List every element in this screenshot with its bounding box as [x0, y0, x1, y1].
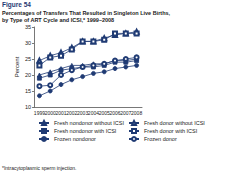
svg-text:1999: 1999 [34, 110, 45, 116]
svg-text:2004: 2004 [88, 110, 99, 116]
svg-text:Percentages of Transfers That: Percentages of Transfers That Resulted i… [2, 10, 171, 16]
svg-text:Fresh nondonor without ICSI: Fresh nondonor without ICSI [54, 120, 124, 126]
svg-text:2007: 2007 [120, 110, 131, 116]
svg-text:20: 20 [25, 72, 31, 78]
svg-text:2003: 2003 [77, 110, 88, 116]
svg-text:Frozen donor: Frozen donor [144, 136, 177, 142]
svg-text:2006: 2006 [109, 110, 120, 116]
svg-text:15: 15 [25, 88, 31, 94]
svg-text:2008: 2008 [131, 110, 142, 116]
svg-text:Fresh nondonor with ICSI: Fresh nondonor with ICSI [54, 128, 117, 134]
svg-text:35: 35 [25, 24, 31, 30]
svg-text:10: 10 [25, 104, 31, 110]
svg-text:*Intracytoplasmic sperm inject: *Intracytoplasmic sperm injection. [2, 165, 76, 171]
svg-text:2002: 2002 [66, 110, 77, 116]
svg-text:Fresh donor with ICSI: Fresh donor with ICSI [144, 128, 198, 134]
svg-text:Percent: Percent [14, 56, 20, 77]
svg-text:30: 30 [25, 40, 31, 46]
svg-text:Frozen nondonor: Frozen nondonor [54, 136, 96, 142]
svg-text:2000: 2000 [45, 110, 56, 116]
svg-text:25: 25 [25, 56, 31, 62]
svg-text:by Type of ART Cycle and ICSI,: by Type of ART Cycle and ICSI,* 1999–200… [2, 17, 114, 23]
svg-text:2005: 2005 [99, 110, 110, 116]
svg-text:Fresh donor without ICSI: Fresh donor without ICSI [144, 120, 205, 126]
svg-text:Figure 54: Figure 54 [2, 1, 31, 9]
svg-text:2001: 2001 [55, 110, 66, 116]
